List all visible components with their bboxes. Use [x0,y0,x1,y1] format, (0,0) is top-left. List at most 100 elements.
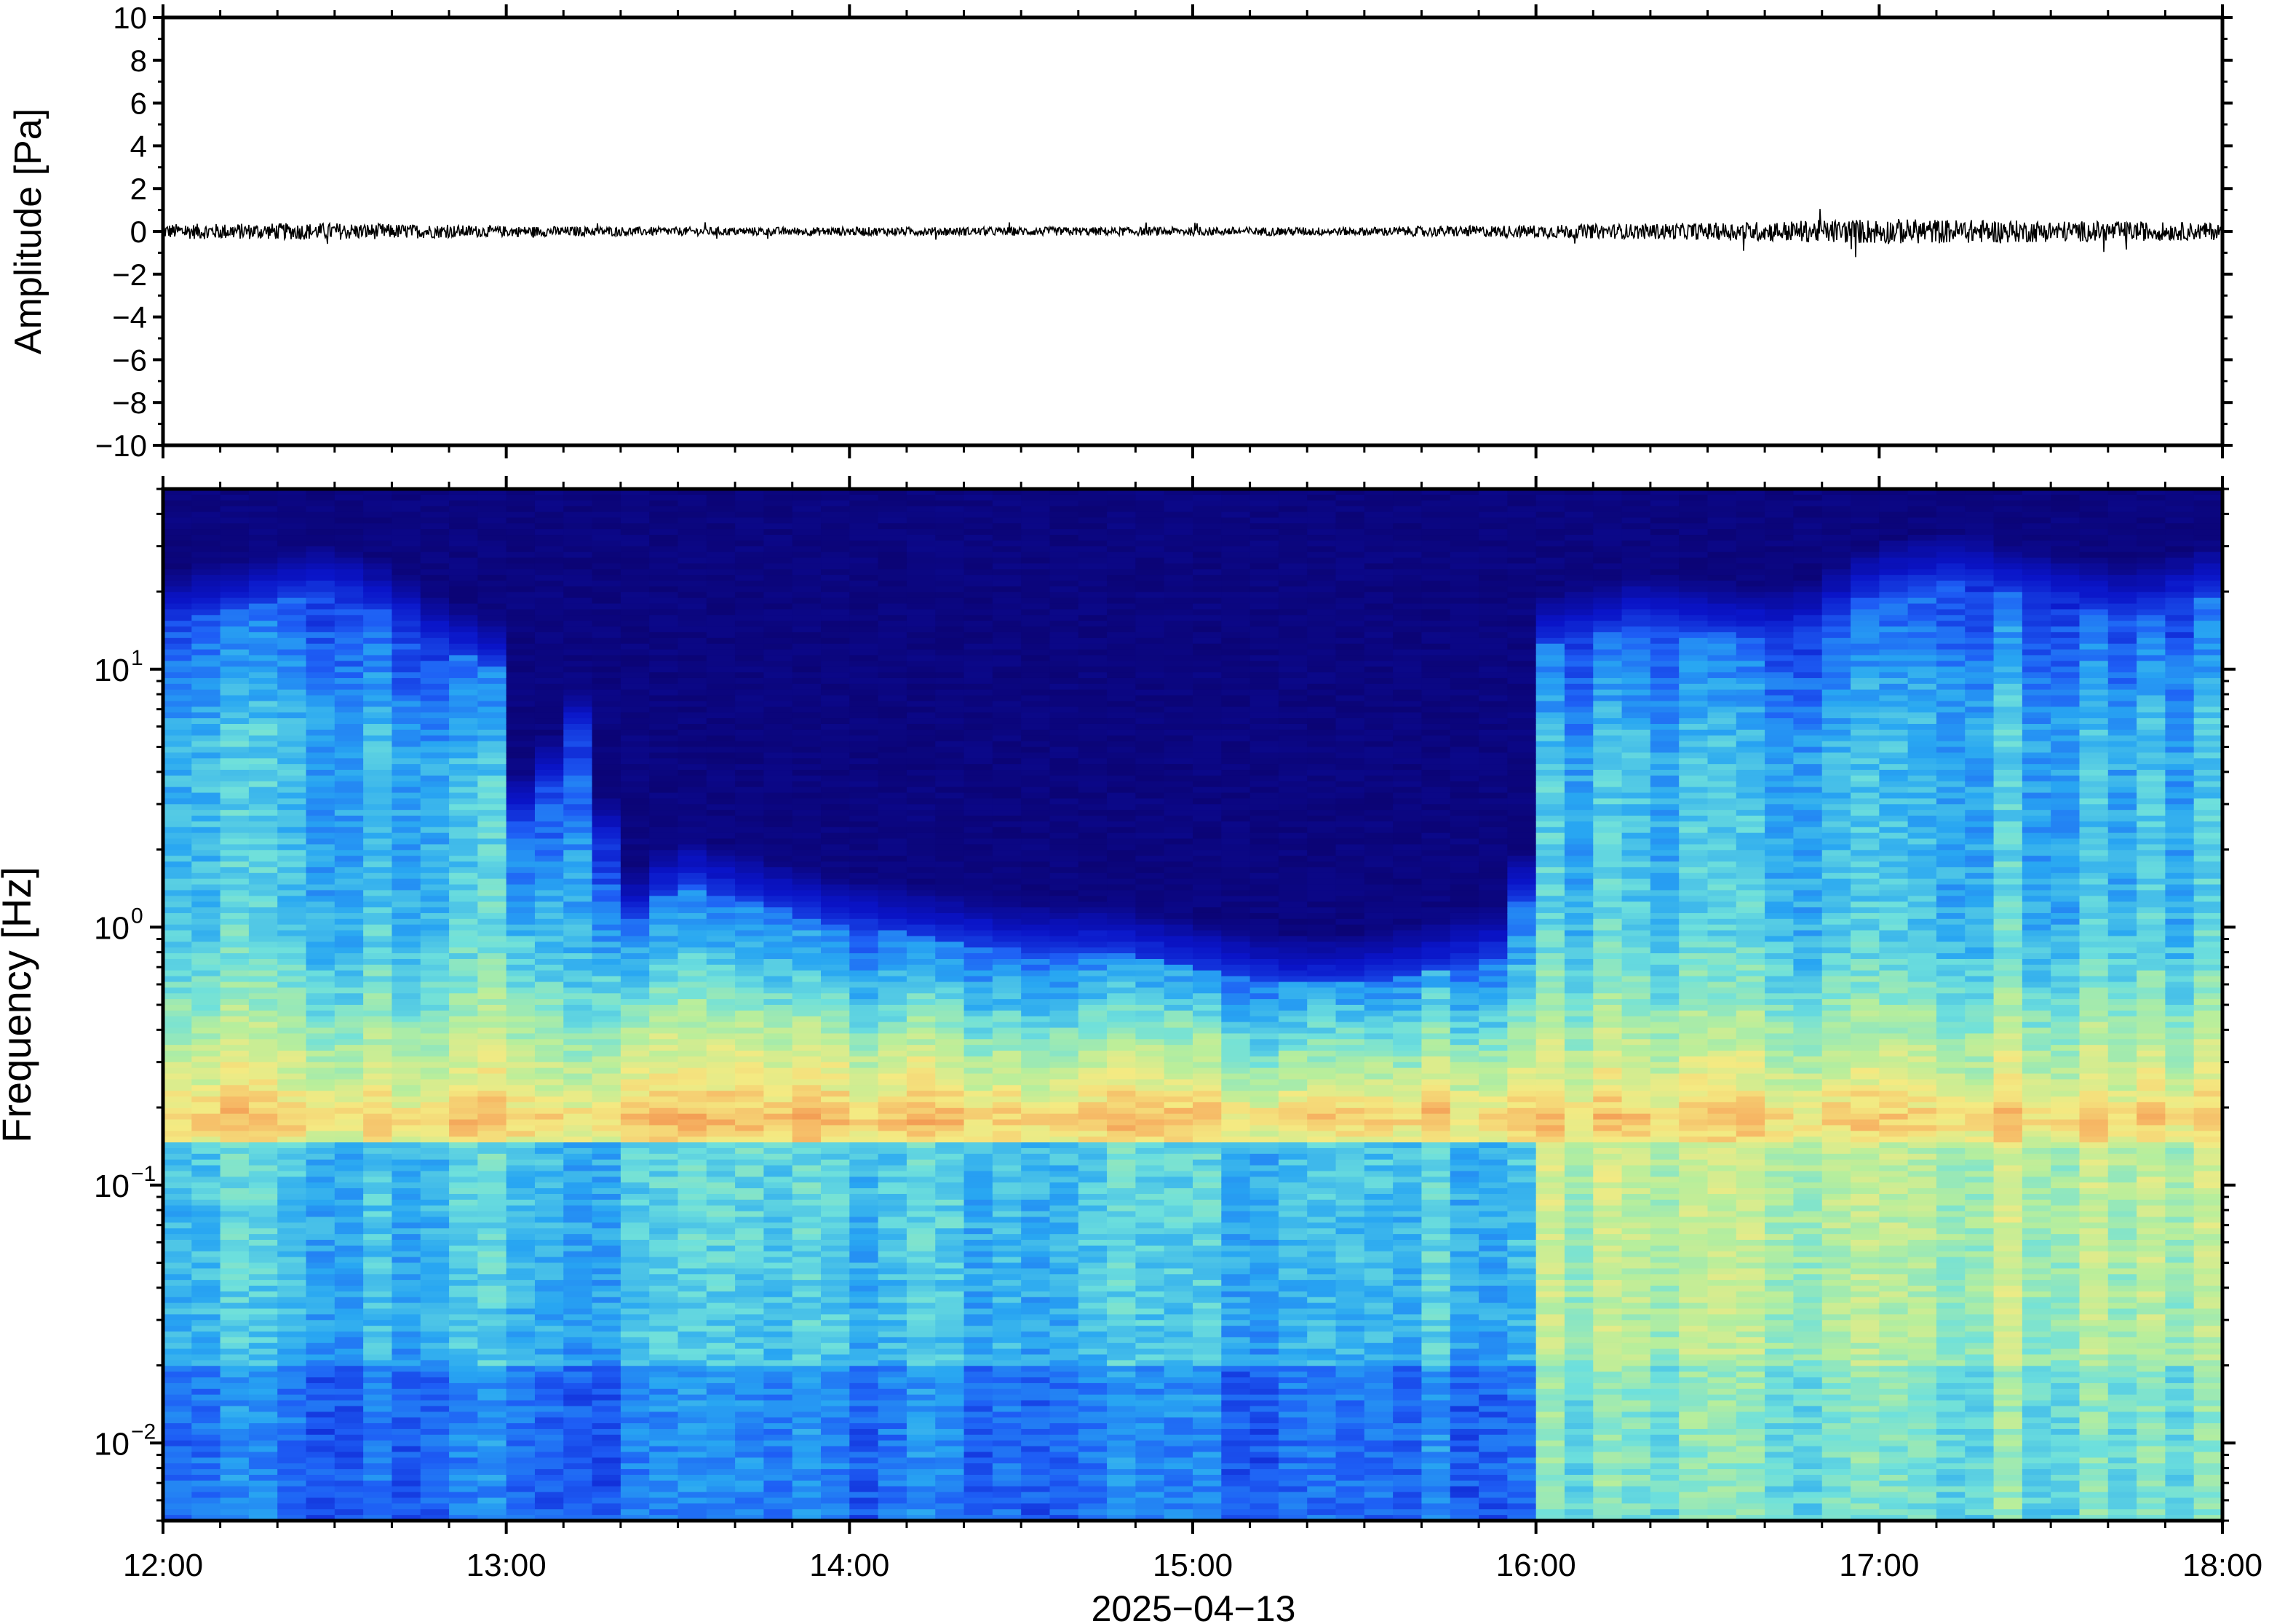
spectrogram-cell [392,1417,421,1424]
spectrogram-cell [334,1073,364,1080]
spectrogram-cell [649,987,679,995]
spectrogram-cell [477,1091,507,1097]
spectrogram-cell [563,701,593,708]
spectrogram-cell [534,816,565,822]
spectrogram-cell [649,741,679,748]
spectrogram-cell [306,695,335,702]
spectrogram-cell [306,535,335,541]
spectrogram-cell [449,1342,479,1350]
spectrogram-cell [906,649,937,656]
spectrogram-cell [277,1165,307,1172]
spectrogram-cell [592,987,621,995]
spectrogram-cell [906,1073,937,1080]
spectrogram-cell [163,512,193,519]
spectrogram-cell [792,1051,822,1057]
spectrogram-cell [449,1394,479,1401]
spectrogram-cell [620,1079,650,1086]
spectrogram-cell [763,1262,793,1270]
spectrogram-cell [248,1091,279,1097]
spectrogram-cell [735,856,765,862]
spectrogram-cell [277,1302,307,1310]
spectrogram-cell [477,792,507,800]
spectrogram-cell [878,712,907,719]
spectrogram-cell [677,982,707,989]
spectrogram-cell [620,1388,650,1396]
spectrogram-cell [620,861,650,868]
spectrogram-cell [620,500,650,507]
spectrogram-cell [735,1406,765,1413]
spectrogram-cell [763,621,793,627]
spectrogram-cell [878,850,907,856]
spectrogram-cell [878,615,907,621]
spectrogram-cell [392,517,421,525]
spectrogram-cell [849,546,879,553]
spectrogram-cell [248,1492,279,1499]
spectrogram-cell [506,953,536,960]
spectrogram-cell [906,597,937,605]
spectrogram-cell [735,1302,765,1310]
spectrogram-cell [449,1417,479,1424]
spectrogram-cell [506,621,536,627]
spectrogram-cell [620,1332,650,1338]
spectrogram-cell [563,810,593,816]
spectrogram-cell [649,1016,679,1023]
spectrogram-cell [735,735,765,742]
spectrogram-cell [191,1159,221,1166]
spectrogram-cell [563,1205,593,1212]
spectrogram-cell [449,838,479,845]
spectrogram-cell [563,506,593,513]
spectrogram-cell [620,489,650,495]
spectrogram-cell [592,615,621,621]
spectrogram-cell [821,918,851,926]
spectrogram-cell [620,637,650,645]
spectrogram-cell [534,770,565,776]
spectrogram-cell [392,563,421,570]
spectrogram-cell [248,637,279,645]
spectrogram-cell [220,1474,250,1481]
spectrogram-cell [277,878,307,885]
spectrogram-cell [706,1022,736,1029]
spectrogram-cell [392,712,421,719]
spectrogram-cell [477,1291,507,1298]
spectrogram-cell [649,1457,679,1465]
spectrogram-cell [620,787,650,794]
spectrogram-cell [477,689,507,696]
spectrogram-cell [592,1452,621,1459]
spectrogram-cell [334,1245,364,1252]
spectrogram-cell [334,535,364,541]
spectrogram-cell [821,1085,851,1091]
spectrogram-cell [163,1342,193,1350]
spectrogram-cell [449,1302,479,1310]
spectrogram-cell [534,603,565,610]
spectrogram-cell [906,1480,937,1487]
spectrogram-cell [563,1274,593,1281]
spectrogram-cell [677,861,707,868]
spectrogram-cell [563,964,593,971]
spectrogram-cell [706,1274,736,1281]
spectrogram-cell [534,546,565,553]
spectrogram-cell [649,1085,679,1091]
spectrogram-cell [563,1085,593,1091]
spectrogram-cell [563,942,593,949]
spectrogram-cell [563,512,593,519]
spectrogram-cell [677,896,707,902]
spectrogram-cell [649,609,679,616]
spectrogram-cell [677,1469,707,1476]
spectrogram-cell [735,907,765,914]
spectrogram-cell [506,850,536,856]
spectrogram-cell [735,1199,765,1206]
spectrogram-cell [449,1119,479,1126]
spectrogram-cell [392,666,421,673]
spectrogram-cell [277,781,307,788]
spectrogram-cell [449,953,479,960]
spectrogram-cell [878,1337,907,1344]
spectrogram-cell [477,494,507,501]
spectrogram-cell [649,1469,679,1476]
spectrogram-cell [821,563,851,570]
spectrogram-cell [306,747,335,754]
spectrogram-cell [592,1406,621,1413]
spectrogram-cell [620,1165,650,1172]
spectrogram-cell [563,494,593,501]
spectrogram-cell [677,637,707,645]
spectrogram-cell [477,1428,507,1436]
